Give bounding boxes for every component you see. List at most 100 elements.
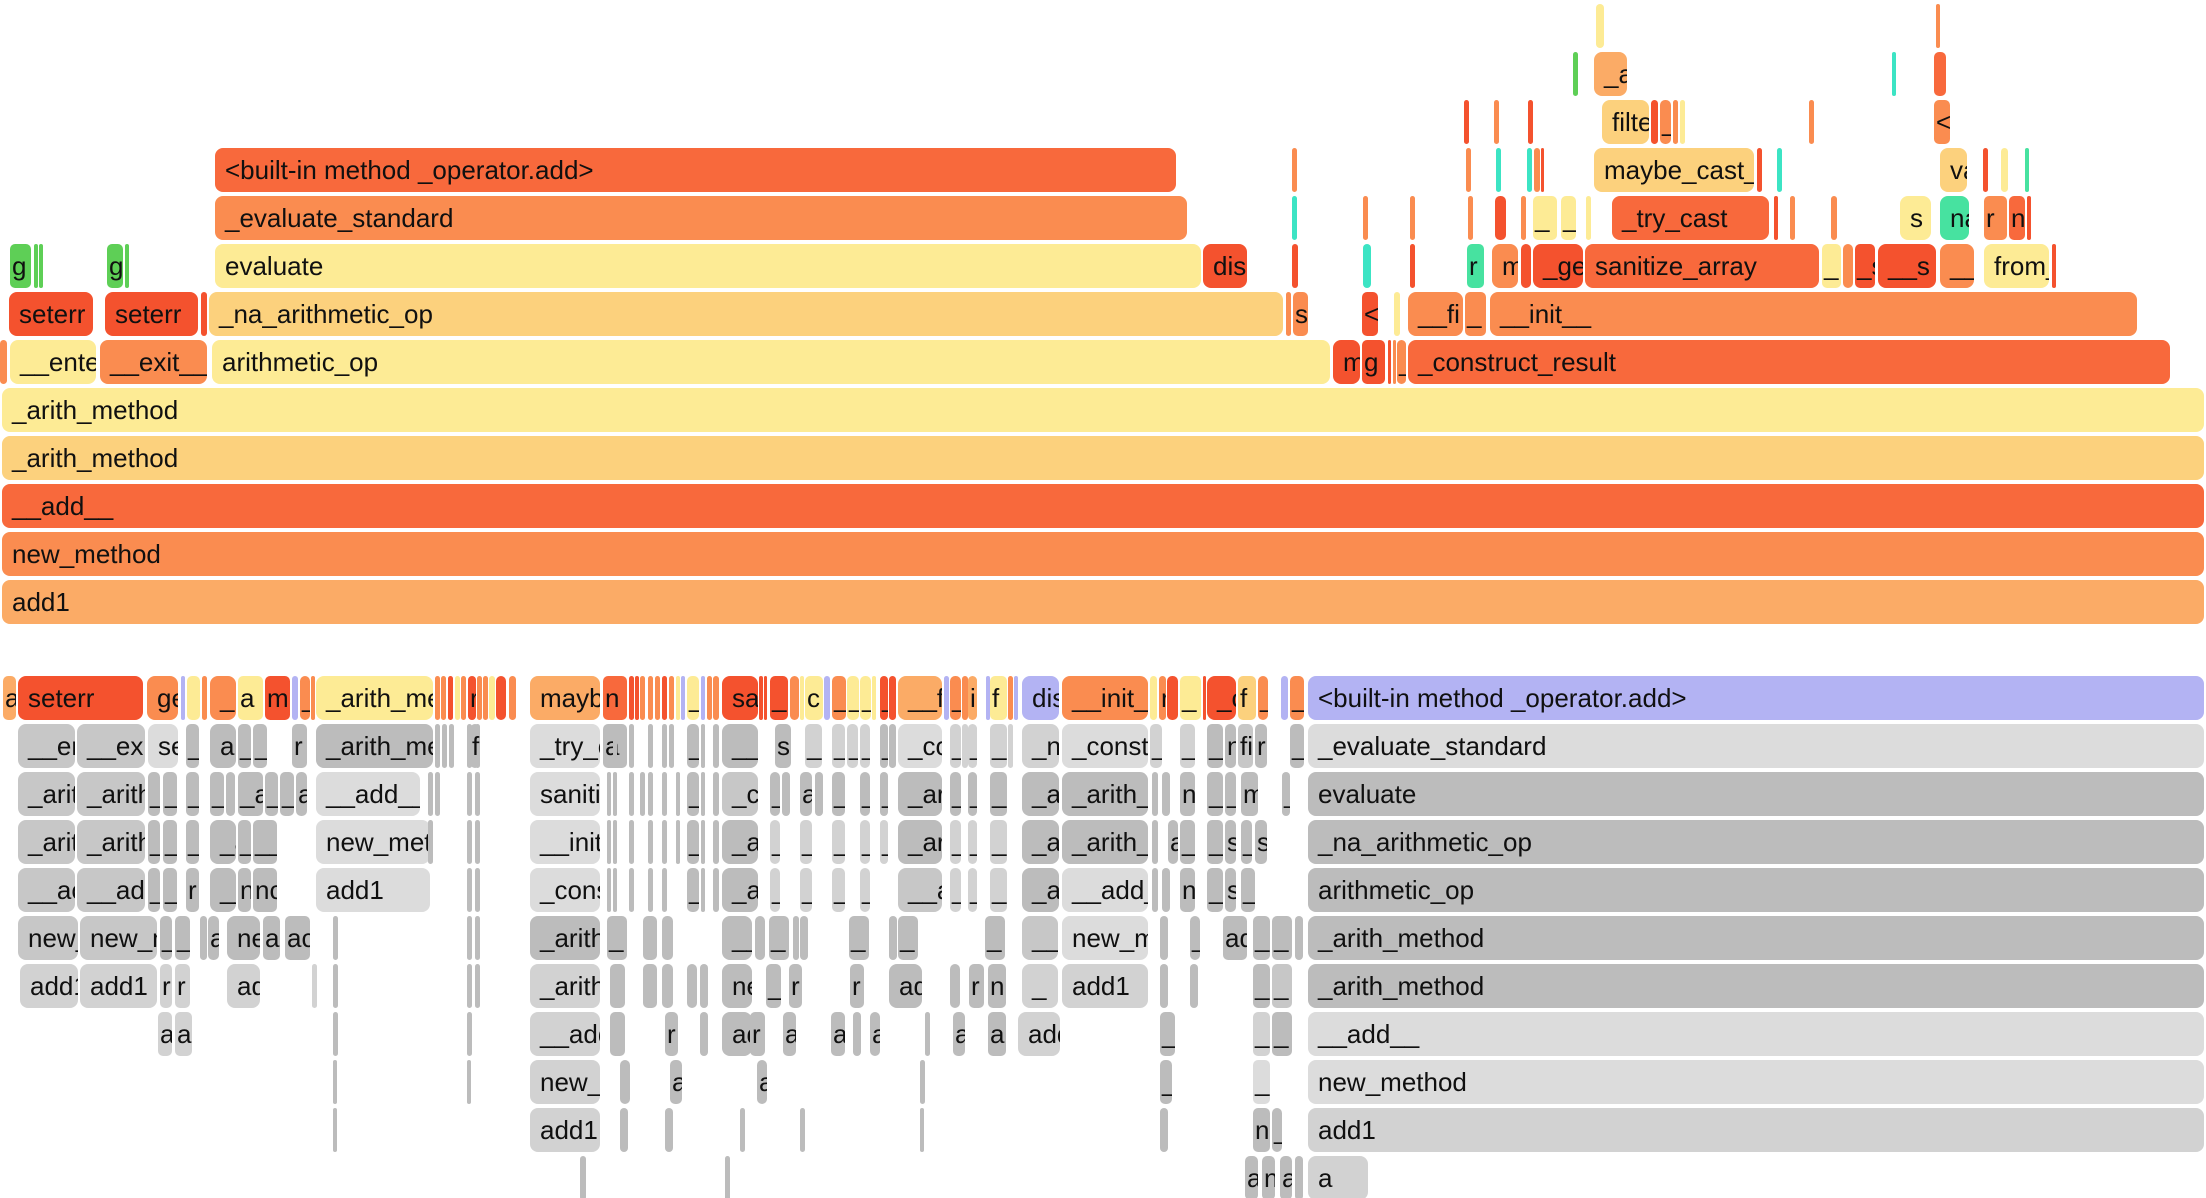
flame-bar[interactable] xyxy=(580,1156,586,1198)
flame-bar-_arit[interactable]: _arit xyxy=(18,820,75,864)
flame-bar-__se[interactable]: __se xyxy=(1940,244,1974,288)
flame-bar-n[interactable]: n xyxy=(1262,1156,1275,1198)
flame-bar-_[interactable]: _ xyxy=(186,772,199,816)
flame-bar[interactable] xyxy=(707,676,712,720)
flame-bar-__add_[interactable]: __add_ xyxy=(1062,868,1148,912)
flame-bar-_[interactable]: _ xyxy=(687,724,699,768)
flame-bar-r[interactable]: r xyxy=(969,964,984,1008)
flame-bar[interactable] xyxy=(1152,820,1158,864)
flame-bar[interactable] xyxy=(1494,100,1499,144)
flame-bar-_[interactable]: _ xyxy=(880,724,888,768)
flame-bar-__[interactable]: __ xyxy=(1207,820,1223,864)
flame-bar-__init_[interactable]: __init_ xyxy=(1062,676,1148,720)
flame-bar[interactable] xyxy=(1160,916,1168,960)
flame-bar-add1[interactable]: add1 xyxy=(80,964,157,1008)
flame-bar[interactable] xyxy=(467,724,472,768)
flame-bar[interactable] xyxy=(2052,244,2056,288)
flame-bar-_[interactable]: _ xyxy=(163,820,177,864)
flame-bar-s[interactable]: s xyxy=(1293,292,1308,336)
flame-bar[interactable] xyxy=(662,868,667,912)
flame-bar[interactable] xyxy=(1388,340,1391,384)
flame-bar[interactable] xyxy=(475,868,480,912)
flame-bar-disp[interactable]: disp xyxy=(1203,244,1247,288)
flame-bar[interactable] xyxy=(648,820,653,864)
flame-bar-_[interactable]: _ xyxy=(880,820,888,864)
flame-bar-ac[interactable]: ac xyxy=(285,916,310,960)
flame-bar-_[interactable]: _ xyxy=(175,916,190,960)
flame-bar-s[interactable]: s xyxy=(1225,868,1236,912)
flame-bar-n[interactable]: n xyxy=(1225,724,1236,768)
flame-bar-maybe[interactable]: maybe xyxy=(530,676,600,720)
flame-bar[interactable] xyxy=(467,1012,472,1056)
flame-bar-__[interactable]: __ xyxy=(210,868,236,912)
flame-bar-_co[interactable]: _co xyxy=(898,724,942,768)
flame-bar[interactable] xyxy=(740,1108,745,1152)
flame-bar[interactable] xyxy=(435,676,440,720)
flame-bar[interactable] xyxy=(889,916,897,960)
flame-bar-_a[interactable]: _a xyxy=(253,724,267,768)
flame-bar-ad[interactable]: ad xyxy=(1223,916,1247,960)
flame-bar-r[interactable]: r xyxy=(292,724,307,768)
flame-bar-__s[interactable]: __s xyxy=(1878,244,1936,288)
flame-bar-_arith_method[interactable]: _arith_method xyxy=(2,436,2204,480)
flame-bar-__add[interactable]: __add xyxy=(530,1012,600,1056)
flame-bar[interactable] xyxy=(1160,964,1168,1008)
flame-bar-_[interactable]: _ xyxy=(832,868,845,912)
flame-bar[interactable] xyxy=(640,772,645,816)
flame-bar[interactable] xyxy=(986,676,990,720)
flame-bar-sanitize_array[interactable]: sanitize_array xyxy=(1585,244,1819,288)
flame-bar-_[interactable]: _ xyxy=(968,772,977,816)
flame-bar[interactable] xyxy=(467,1060,471,1104)
flame-bar[interactable] xyxy=(1363,244,1371,288)
flame-bar[interactable] xyxy=(662,676,667,720)
flame-bar-m[interactable]: m xyxy=(1333,340,1360,384)
flame-bar[interactable] xyxy=(950,964,960,1008)
flame-bar[interactable] xyxy=(1983,148,1988,192)
flame-bar-_a[interactable]: _a xyxy=(1207,724,1223,768)
flame-bar-ad[interactable]: ad xyxy=(722,1012,752,1056)
flame-bar-n[interactable]: n xyxy=(1253,1108,1270,1152)
flame-bar-__[interactable]: __ xyxy=(722,916,752,960)
flame-bar-__exit[interactable]: __exit xyxy=(77,724,145,768)
flame-bar-n[interactable]: n xyxy=(238,868,251,912)
flame-bar-_[interactable]: _ xyxy=(1272,1012,1292,1056)
flame-bar-_[interactable]: _ xyxy=(950,772,961,816)
flame-bar-a[interactable]: a xyxy=(757,1060,767,1104)
flame-bar-_[interactable]: _ xyxy=(687,868,699,912)
flame-bar[interactable] xyxy=(1167,676,1178,720)
flame-bar[interactable] xyxy=(629,772,634,816)
flame-bar-_[interactable]: _ xyxy=(238,820,251,864)
flame-bar-_[interactable]: _ xyxy=(1253,916,1270,960)
flame-bar-_[interactable]: _ xyxy=(832,724,845,768)
flame-bar-_[interactable]: _ xyxy=(163,772,177,816)
flame-bar-add1[interactable]: add1 xyxy=(530,1108,600,1152)
flame-bar[interactable] xyxy=(1573,52,1578,96)
flame-bar[interactable] xyxy=(333,916,338,960)
flame-bar[interactable] xyxy=(1934,52,1946,96)
flame-bar-_n[interactable]: _n xyxy=(210,676,236,720)
flame-bar-__init[interactable]: __init xyxy=(530,820,600,864)
flame-bar-_[interactable]: _ xyxy=(1241,868,1255,912)
flame-bar-r[interactable]: r xyxy=(186,868,199,912)
flame-bar-__[interactable]: __ xyxy=(253,820,277,864)
flame-bar-s[interactable]: s xyxy=(1255,820,1267,864)
flame-bar-_[interactable]: _ xyxy=(1272,1108,1282,1152)
flame-bar-_a[interactable]: _a xyxy=(832,820,845,864)
flame-bar-_ge[interactable]: _ge xyxy=(1533,244,1583,288)
flame-bar[interactable] xyxy=(1393,340,1396,384)
flame-bar-_[interactable]: _ xyxy=(770,820,780,864)
flame-bar[interactable] xyxy=(1528,100,1533,144)
flame-bar-a[interactable]: a xyxy=(158,1012,172,1056)
flame-bar-disp[interactable]: disp xyxy=(1022,676,1059,720)
flame-bar-c[interactable]: c xyxy=(805,676,823,720)
flame-bar-_[interactable]: _ xyxy=(1190,916,1200,960)
flame-bar-_[interactable]: _ xyxy=(880,772,888,816)
flame-bar-_ar[interactable]: _ar xyxy=(898,820,942,864)
flame-bar-a[interactable]: a xyxy=(175,1012,192,1056)
flame-bar-_[interactable]: _ xyxy=(950,676,961,720)
flame-bar[interactable] xyxy=(944,676,949,720)
flame-bar[interactable] xyxy=(872,676,876,720)
flame-bar-_[interactable]: _ xyxy=(1180,820,1195,864)
flame-bar[interactable] xyxy=(1464,100,1469,144)
flame-bar-_[interactable]: _ xyxy=(770,772,780,816)
